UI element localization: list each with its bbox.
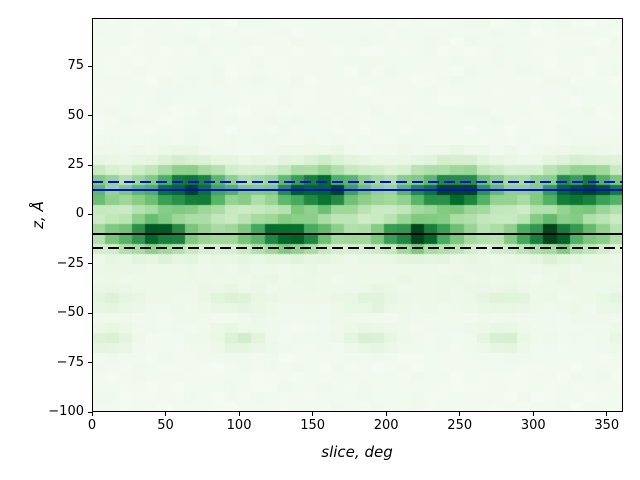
x-axis-label: slice, deg (321, 443, 393, 461)
x-tick-label: 350 (594, 418, 620, 433)
y-tick-mark (88, 164, 92, 166)
y-tick-label: −100 (48, 404, 84, 419)
x-tick-mark (91, 412, 93, 416)
x-tick-label: 0 (87, 418, 97, 433)
x-tick-label: 150 (300, 418, 326, 433)
x-tick-label: 50 (157, 418, 174, 433)
x-tick-mark (385, 412, 387, 416)
y-tick-label: 0 (75, 206, 84, 222)
y-tick-label: 50 (67, 107, 84, 123)
y-tick-mark (88, 115, 92, 117)
x-tick-label: 200 (373, 418, 399, 433)
x-tick-mark (459, 412, 461, 416)
y-tick-label: −50 (56, 305, 84, 321)
y-tick-mark (88, 411, 92, 413)
x-tick-label: 100 (226, 418, 252, 433)
x-tick-label: 300 (520, 418, 546, 433)
x-tick-label: 250 (447, 418, 473, 433)
y-tick-mark (88, 213, 92, 215)
x-tick-mark (165, 412, 167, 416)
reference-line-upper-boundary-solid (92, 188, 623, 191)
x-tick-mark (606, 412, 608, 416)
y-tick-mark (88, 263, 92, 265)
reference-line-lower-boundary-dashed (92, 246, 623, 249)
y-tick-label: 25 (67, 157, 84, 172)
y-tick-mark (88, 312, 92, 314)
y-tick-label: 75 (67, 58, 84, 74)
reference-line-upper-boundary-dashed (92, 180, 623, 183)
reference-line-lower-boundary-solid (92, 232, 623, 235)
x-tick-mark (312, 412, 314, 416)
plot-area (92, 18, 623, 412)
x-tick-mark (238, 412, 240, 416)
x-tick-mark (532, 412, 534, 416)
heatmap-image (92, 18, 623, 412)
y-tick-mark (88, 362, 92, 364)
y-tick-label: −25 (56, 255, 84, 271)
y-tick-mark (88, 65, 92, 67)
y-axis-label: z, Å (29, 201, 47, 229)
y-tick-label: −75 (56, 354, 84, 370)
